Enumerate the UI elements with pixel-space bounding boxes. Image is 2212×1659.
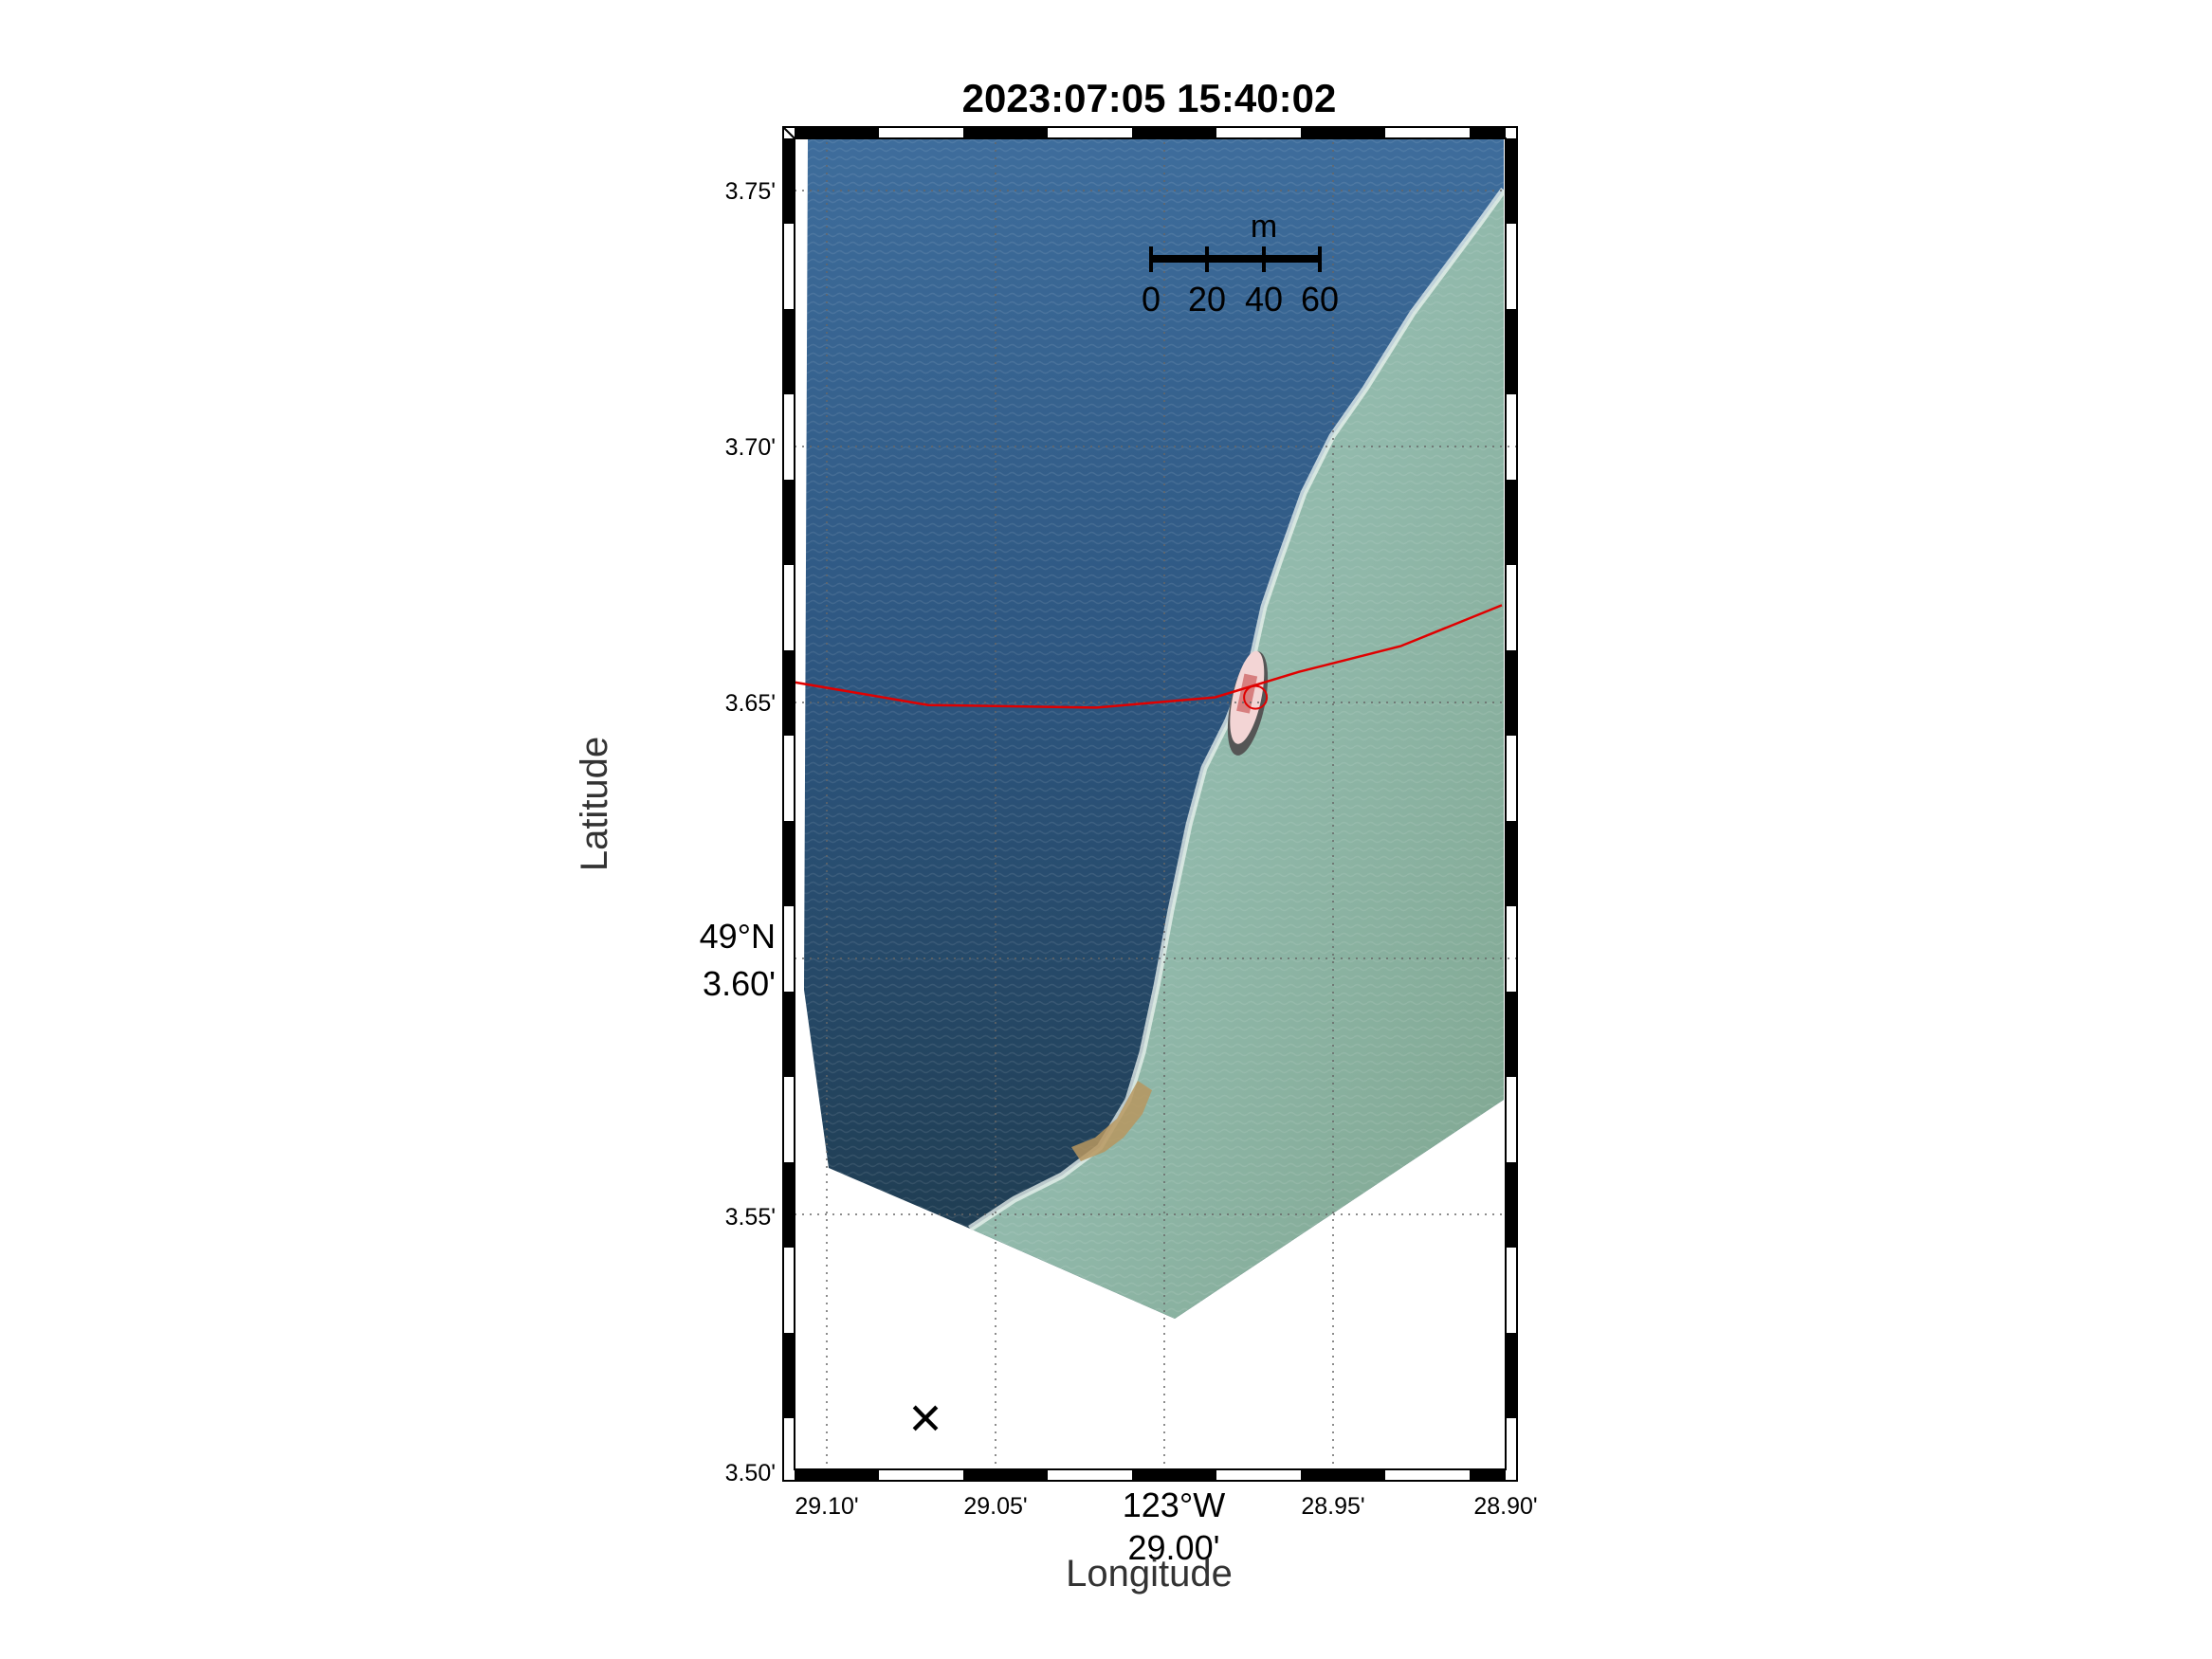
frame-segment — [795, 127, 879, 138]
aerial-image — [804, 138, 1507, 1319]
frame-segment — [783, 309, 795, 394]
scale-bar: m 0 20 40 60 — [1142, 209, 1339, 319]
frame-segment — [1301, 1469, 1385, 1481]
x-axis-label: Longitude — [1066, 1553, 1233, 1595]
rock-outcrop — [1071, 1081, 1152, 1161]
frame-segment — [1506, 1162, 1517, 1248]
frame-segment — [1506, 821, 1517, 906]
frame-segment — [1470, 127, 1506, 138]
frame-segment — [783, 1162, 795, 1248]
frame-segment — [1506, 138, 1517, 224]
x-tick-labels: 29.10' 29.05' 123°W 29.00' 28.95' 28.90' — [795, 1486, 1537, 1567]
scalebar-label-20: 20 — [1188, 280, 1226, 319]
frame-segment — [795, 1469, 879, 1481]
frame-segment — [1132, 1469, 1216, 1481]
frame-segment — [783, 1333, 795, 1418]
ytick-3-65: 3.65' — [725, 690, 776, 717]
frame-segment — [1506, 650, 1517, 736]
frame-segment — [963, 127, 1048, 138]
xtick-29-10: 29.10' — [795, 1493, 858, 1520]
ytick-3-60: 3.60' — [703, 964, 776, 1003]
y-tick-labels: 3.75' 3.70' 3.65' 49°N 3.60' 3.55' 3.50' — [700, 178, 776, 1486]
frame-segment — [783, 650, 795, 736]
y-axis-label: Latitude — [574, 737, 615, 871]
frame-segment — [783, 138, 795, 224]
scalebar-label-0: 0 — [1142, 280, 1161, 319]
xtick-28-95: 28.95' — [1301, 1493, 1364, 1520]
vessel-position-marker — [1243, 684, 1269, 710]
frame-segment — [1506, 309, 1517, 394]
frame-segment — [1470, 1469, 1506, 1481]
map-title: 2023:07:05 15:40:02 — [962, 76, 1337, 120]
map-frame — [782, 126, 1518, 1482]
track-line — [795, 604, 1503, 709]
frame-segment — [783, 992, 795, 1077]
scalebar-label-60: 60 — [1301, 280, 1339, 319]
xtick-28-90: 28.90' — [1473, 1493, 1537, 1520]
frame-segment — [1132, 127, 1216, 138]
frame-segment — [783, 821, 795, 906]
frame-segment — [1301, 127, 1385, 138]
xtick-29-05: 29.05' — [963, 1493, 1027, 1520]
frame-segment — [783, 480, 795, 565]
scalebar-unit: m — [1251, 209, 1277, 245]
frame-segment — [1506, 1333, 1517, 1418]
ytick-3-55: 3.55' — [725, 1204, 776, 1231]
ytick-3-50: 3.50' — [725, 1460, 776, 1486]
marker-x: × — [908, 1386, 941, 1449]
scalebar-label-40: 40 — [1245, 280, 1283, 319]
ytick-3-70: 3.70' — [725, 434, 776, 461]
frame-segment — [1506, 992, 1517, 1077]
xtick-29-00: 29.00' — [1128, 1528, 1220, 1567]
y-degree-label: 49°N — [700, 917, 776, 956]
frame-segment — [963, 1469, 1048, 1481]
frame-segment — [1506, 480, 1517, 565]
grid — [795, 127, 1517, 1481]
ytick-3-75: 3.75' — [725, 178, 776, 205]
x-degree-label: 123°W — [1123, 1486, 1225, 1524]
vessel — [1227, 650, 1269, 756]
